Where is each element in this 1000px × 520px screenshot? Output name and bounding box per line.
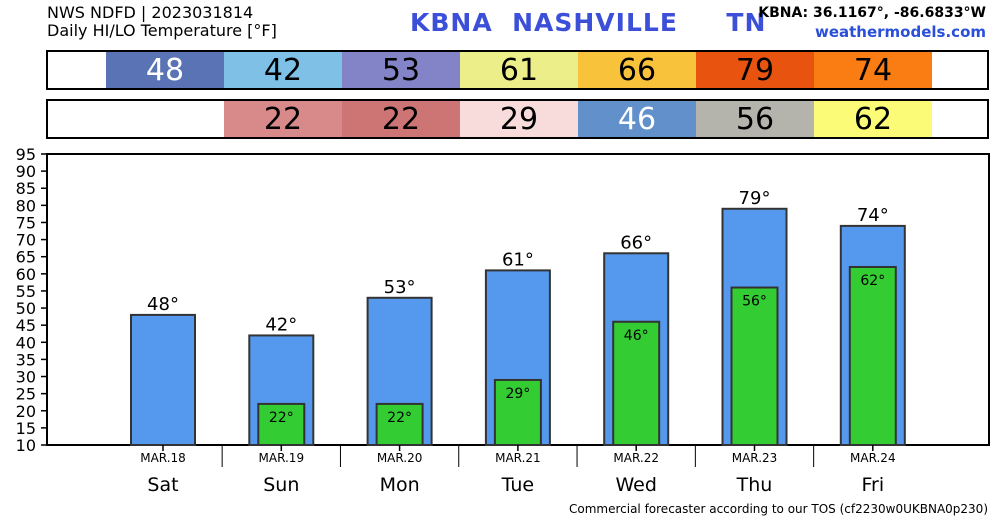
- low-value-label: 56°: [742, 294, 767, 310]
- date-label: MAR.22: [613, 451, 659, 465]
- day-label: Thu: [736, 474, 773, 496]
- y-tick-label: 40: [16, 333, 36, 352]
- date-label: MAR.24: [850, 451, 896, 465]
- y-tick-label: 70: [16, 231, 36, 250]
- low-value-label: 22°: [387, 410, 412, 426]
- lo-cell: 22: [224, 101, 342, 137]
- hi-cell: 42: [224, 52, 342, 88]
- high-value-label: 42°: [265, 314, 297, 335]
- low-bar: [848, 265, 897, 446]
- hi-cell: 79: [696, 52, 814, 88]
- low-value-label: 46°: [624, 328, 649, 344]
- day-label: Sat: [147, 474, 178, 496]
- y-tick-label: 55: [16, 282, 36, 301]
- low-bar: [375, 402, 424, 446]
- low-temp-strip: 22 22 29 46 56 62: [46, 99, 989, 139]
- lo-cell: 62: [814, 101, 932, 137]
- high-value-label: 53°: [384, 277, 416, 298]
- y-tick-label: 65: [16, 248, 36, 267]
- hi-cell: 74: [814, 52, 932, 88]
- y-tick-label: 30: [16, 368, 36, 387]
- y-tick-label: 25: [16, 385, 36, 404]
- lo-cell: 29: [460, 101, 578, 137]
- coordinates-label: KBNA: 36.1167°, -86.6833°W: [758, 5, 986, 21]
- low-bar: [730, 286, 779, 446]
- y-tick-label: 10: [16, 436, 36, 455]
- y-tick-label: 50: [16, 299, 36, 318]
- y-tick-label: 90: [16, 162, 36, 181]
- y-tick-label: 95: [16, 145, 36, 164]
- y-tick-label: 45: [16, 316, 36, 335]
- footer-note: Commercial forecaster according to our T…: [568, 502, 988, 516]
- product-title: NWS NDFD | 2023031814: [47, 3, 254, 22]
- y-tick-label: 75: [16, 213, 36, 232]
- high-value-label: 74°: [857, 205, 889, 226]
- y-tick-label: 85: [16, 179, 36, 198]
- low-value-label: 62°: [860, 273, 885, 289]
- day-label: Fri: [861, 474, 884, 496]
- date-label: MAR.19: [259, 451, 305, 465]
- high-bar: [130, 313, 196, 446]
- lo-cell: 22: [342, 101, 460, 137]
- day-label: Wed: [615, 474, 656, 496]
- y-tick-label: 20: [16, 402, 36, 421]
- low-bar: [612, 320, 661, 446]
- y-tick-label: 60: [16, 265, 36, 284]
- day-label: Sun: [263, 474, 299, 496]
- y-tick-label: 80: [16, 196, 36, 215]
- high-value-label: 61°: [502, 249, 534, 270]
- hi-cell: 53: [342, 52, 460, 88]
- station-title: KBNA NASHVILLE TN: [410, 8, 767, 37]
- y-tick-label: 15: [16, 419, 36, 438]
- low-value-label: 22°: [269, 410, 294, 426]
- date-label: MAR.20: [377, 451, 423, 465]
- high-value-label: 48°: [147, 294, 179, 315]
- lo-cell: 46: [578, 101, 696, 137]
- low-value-label: 29°: [505, 386, 530, 402]
- hi-cell: 66: [578, 52, 696, 88]
- date-label: MAR.21: [495, 451, 541, 465]
- high-temp-strip: 48 42 53 61 66 79 74: [46, 50, 989, 90]
- chart-subtitle: Daily HI/LO Temperature [°F]: [47, 21, 277, 40]
- hi-cell: 48: [106, 52, 224, 88]
- lo-cell: 56: [696, 101, 814, 137]
- lo-cell: [106, 101, 224, 137]
- high-value-label: 79°: [739, 188, 771, 209]
- hi-cell: 61: [460, 52, 578, 88]
- day-label: Tue: [501, 474, 534, 496]
- high-value-label: 66°: [620, 232, 652, 253]
- date-label: MAR.23: [732, 451, 778, 465]
- date-label: MAR.18: [140, 451, 186, 465]
- site-link[interactable]: weathermodels.com: [814, 23, 986, 41]
- day-label: Mon: [380, 474, 420, 496]
- y-tick-label: 35: [16, 350, 36, 369]
